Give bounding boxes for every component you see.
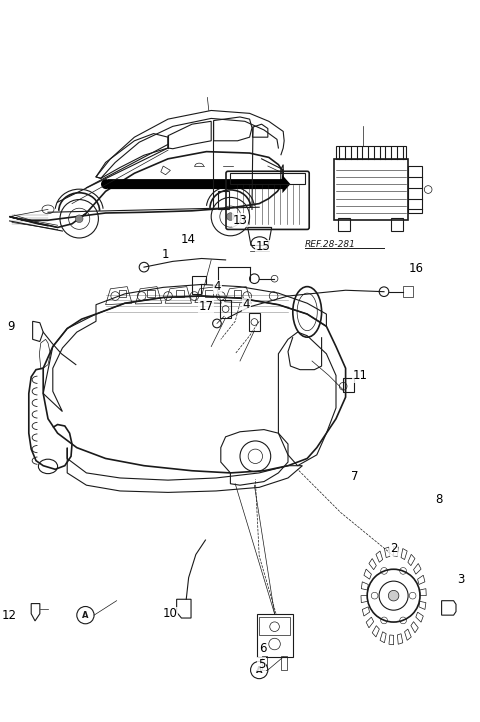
Bar bbox=[257, 614, 293, 657]
Text: 16: 16 bbox=[408, 262, 423, 275]
Text: REF.28-281: REF.28-281 bbox=[305, 240, 356, 248]
Text: 6: 6 bbox=[259, 642, 267, 655]
Text: 10: 10 bbox=[163, 607, 178, 620]
Bar bbox=[336, 146, 406, 159]
Bar bbox=[218, 191, 229, 209]
Bar bbox=[262, 656, 267, 670]
Bar bbox=[205, 290, 213, 297]
Text: 17: 17 bbox=[199, 300, 214, 313]
Bar bbox=[281, 656, 287, 670]
Circle shape bbox=[101, 179, 111, 189]
Polygon shape bbox=[108, 175, 290, 193]
Bar bbox=[176, 290, 184, 297]
Bar bbox=[119, 290, 126, 297]
Text: 8: 8 bbox=[435, 493, 443, 506]
Text: 15: 15 bbox=[256, 240, 270, 253]
Bar bbox=[230, 173, 305, 184]
Text: A: A bbox=[82, 611, 89, 619]
Text: 2: 2 bbox=[390, 542, 397, 555]
Text: 13: 13 bbox=[233, 214, 247, 227]
Text: A: A bbox=[256, 666, 263, 674]
Circle shape bbox=[388, 591, 399, 601]
Bar bbox=[259, 617, 290, 635]
Bar bbox=[408, 166, 422, 213]
Text: 14: 14 bbox=[181, 233, 196, 246]
Text: 7: 7 bbox=[351, 470, 359, 483]
Text: 5: 5 bbox=[258, 658, 265, 671]
Circle shape bbox=[75, 215, 83, 222]
Text: 4: 4 bbox=[214, 280, 221, 293]
Bar bbox=[334, 159, 408, 220]
Text: 3: 3 bbox=[457, 573, 465, 586]
Text: 1: 1 bbox=[162, 248, 169, 261]
Bar bbox=[338, 218, 350, 231]
Text: 4: 4 bbox=[242, 298, 250, 311]
Circle shape bbox=[227, 213, 234, 220]
Text: 12: 12 bbox=[2, 609, 17, 622]
Bar bbox=[391, 218, 403, 231]
Text: 9: 9 bbox=[7, 320, 14, 333]
Bar bbox=[147, 290, 155, 297]
Bar bbox=[234, 290, 241, 297]
Text: 11: 11 bbox=[352, 369, 368, 382]
